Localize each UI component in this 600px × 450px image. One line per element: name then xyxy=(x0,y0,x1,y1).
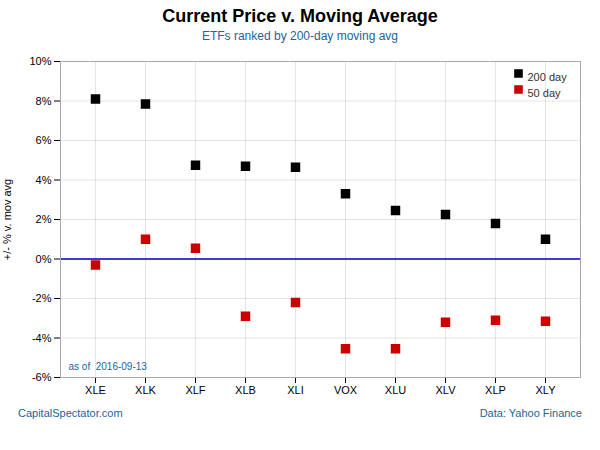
svg-text:XLK: XLK xyxy=(135,384,156,396)
svg-text:200 day: 200 day xyxy=(528,71,568,83)
svg-text:XLF: XLF xyxy=(185,384,205,396)
svg-text:+/- % v. mov avg: +/- % v. mov avg xyxy=(1,179,13,260)
svg-text:XLU: XLU xyxy=(385,384,406,396)
svg-text:50 day: 50 day xyxy=(528,87,562,99)
html-text:ETFs ranked by 200-day moving: ETFs ranked by 200-day moving avg xyxy=(201,29,398,43)
svg-text:10%: 10% xyxy=(29,55,51,67)
svg-text:as of 2016-09-13: as of 2016-09-13 xyxy=(69,361,148,372)
svg-text:XLB: XLB xyxy=(235,384,256,396)
svg-text:XLV: XLV xyxy=(436,384,457,396)
html-text:CapitalSpectator.com: CapitalSpectator.com xyxy=(18,407,123,419)
svg-text:2%: 2% xyxy=(36,213,52,225)
svg-text:-2%: -2% xyxy=(32,292,52,304)
svg-text:0%: 0% xyxy=(36,253,52,265)
html-text:Data: Yahoo Finance: Data: Yahoo Finance xyxy=(479,407,582,419)
svg-text:VOX: VOX xyxy=(334,384,358,396)
svg-text:XLY: XLY xyxy=(536,384,557,396)
svg-text:-6%: -6% xyxy=(32,371,52,383)
svg-text:XLP: XLP xyxy=(485,384,506,396)
html-text:Current Price v. Moving Averag: Current Price v. Moving Average xyxy=(162,6,438,26)
svg-text:6%: 6% xyxy=(36,134,52,146)
svg-text:4%: 4% xyxy=(36,174,52,186)
svg-text:XLI: XLI xyxy=(287,384,304,396)
svg-text:-4%: -4% xyxy=(32,332,52,344)
svg-text:XLE: XLE xyxy=(85,384,106,396)
svg-text:8%: 8% xyxy=(36,95,52,107)
